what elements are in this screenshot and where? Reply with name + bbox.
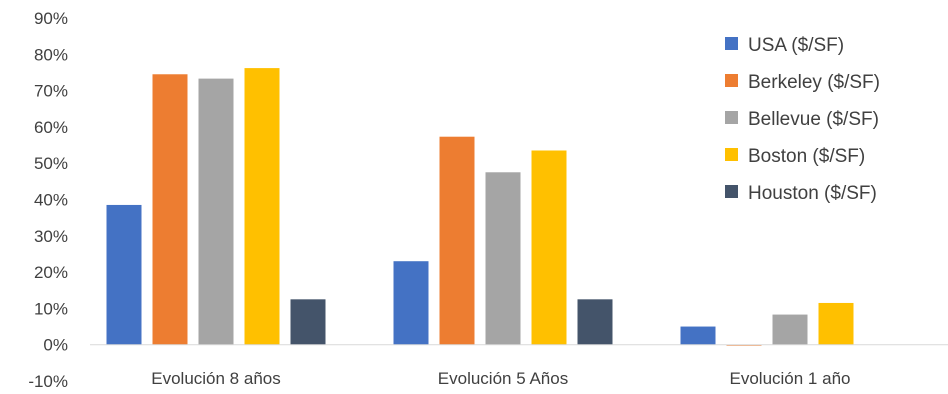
x-category-label: Evolución 1 año: [730, 369, 851, 388]
y-tick-label: 20%: [34, 263, 68, 282]
bar: [818, 302, 854, 345]
legend-swatch: [725, 37, 738, 50]
bar: [439, 136, 475, 345]
legend-label: Houston ($/SF): [748, 183, 877, 204]
bars: [106, 68, 854, 346]
legend-label: Berkeley ($/SF): [748, 72, 880, 93]
bar: [680, 326, 716, 345]
legend-label: Bellevue ($/SF): [748, 109, 879, 130]
legend-swatch: [725, 74, 738, 87]
legend-swatch: [725, 148, 738, 161]
y-tick-label: 80%: [34, 45, 68, 64]
y-tick-label: 70%: [34, 82, 68, 101]
bar: [290, 299, 326, 345]
y-tick-label: 40%: [34, 191, 68, 210]
bar: [485, 172, 521, 345]
legend-label: Boston ($/SF): [748, 146, 865, 167]
legend-swatch: [725, 111, 738, 124]
x-category-label: Evolución 5 Años: [438, 369, 568, 388]
bar: [772, 314, 808, 345]
bar: [244, 68, 280, 345]
y-tick-label: 30%: [34, 227, 68, 246]
legend-label: USA ($/SF): [748, 35, 844, 56]
legend: USA ($/SF) Berkeley ($/SF) Bellevue ($/SF)…: [725, 35, 880, 204]
y-tick-label: 50%: [34, 154, 68, 173]
bar: [198, 78, 234, 345]
y-axis-ticks: -10% 0% 10% 20% 30% 40% 50% 60% 70% 80% 90%: [28, 9, 68, 391]
x-category-label: Evolución 8 años: [151, 369, 280, 388]
x-axis-labels: Evolución 8 años Evolución 5 Años Evolució…: [151, 369, 850, 388]
y-tick-label: -10%: [28, 372, 68, 389]
bar: [106, 204, 142, 345]
bar: [152, 74, 188, 345]
bar: [577, 299, 613, 345]
y-tick-label: 60%: [34, 118, 68, 137]
y-tick-label: 90%: [34, 9, 68, 28]
bar: [531, 150, 567, 345]
y-tick-label: 10%: [34, 299, 68, 318]
y-tick-label: 0%: [43, 336, 68, 355]
legend-swatch: [725, 185, 738, 198]
bar: [393, 261, 429, 345]
